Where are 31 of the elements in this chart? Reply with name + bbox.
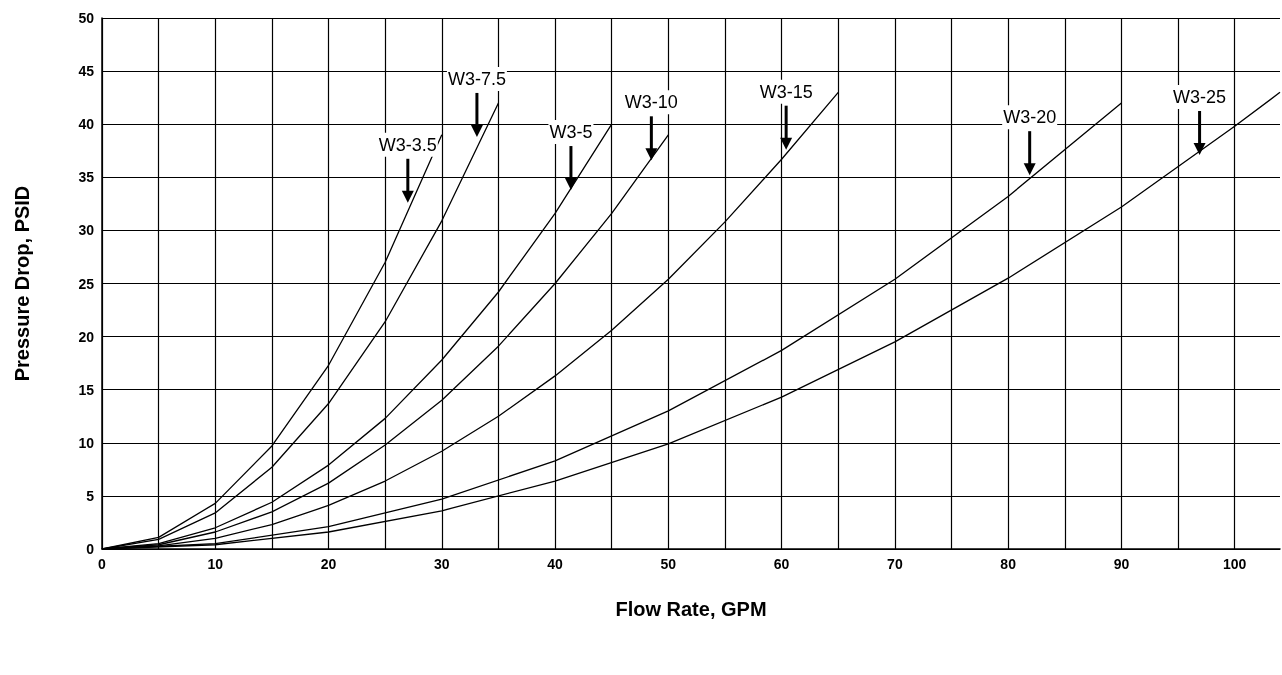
x-tick-label: 90 [1113,556,1130,572]
y-tick-label: 10 [78,434,95,451]
y-tick-label: 40 [78,116,95,133]
x-tick-label: 80 [1000,556,1017,572]
annotation: W3-15 [759,81,813,102]
y-tick-label: 20 [78,328,95,345]
x-tick-label: 10 [207,556,224,572]
y-tick-label: 45 [78,63,95,80]
x-tick-label: 20 [320,556,337,572]
annotation: W3-10 [624,92,678,113]
y-tick-label: 25 [78,275,95,292]
y-tick-label: 5 [86,487,95,504]
x-axis-title: Flow Rate, GPM [615,598,767,620]
x-tick-label: 50 [660,556,677,572]
annotation: W3-7.5 [447,68,506,89]
x-tick-label: 40 [547,556,564,572]
y-tick-label: 0 [86,541,95,557]
x-tick-label: 70 [887,556,903,572]
y-axis-title: Pressure Drop, PSID [11,185,33,382]
x-tick-label: 60 [773,556,790,572]
annotation: W3-20 [1003,107,1057,128]
x-tick-label: 30 [434,556,450,572]
x-tick-label: 100 [1223,556,1247,572]
annotation: W3-5 [549,122,593,143]
y-tick-label: 30 [78,222,95,239]
y-tick-label: 15 [78,381,95,398]
x-tick-label: 0 [98,556,107,572]
y-tick-label: 50 [78,10,95,26]
annotation: W3-3.5 [378,134,437,155]
y-tick-label: 35 [78,169,95,186]
annotation: W3-25 [1173,87,1227,107]
